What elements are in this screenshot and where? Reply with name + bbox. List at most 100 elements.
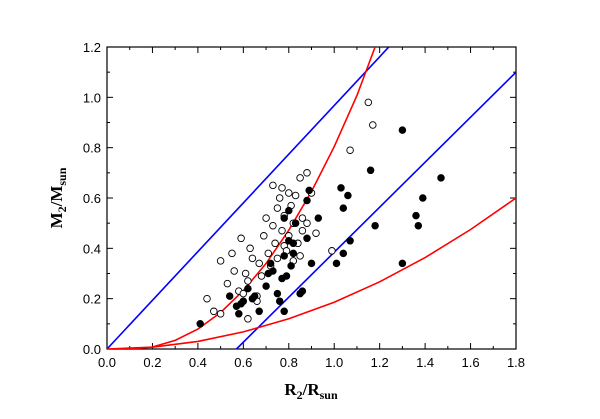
filled-data-point [398, 126, 407, 134]
x-tick-label: 1.0 [325, 355, 343, 370]
filled-data-point [419, 194, 427, 202]
filled-data-point [298, 287, 307, 295]
blue-line [235, 71, 516, 349]
filled-data-point [196, 320, 204, 328]
open-data-point [346, 146, 354, 154]
x-tick-label: 1.6 [462, 355, 480, 370]
open-data-point [248, 254, 257, 263]
x-tick-label: 1.8 [507, 355, 525, 370]
filled-data-point [291, 219, 300, 227]
open-data-point [239, 289, 248, 298]
open-data-point [228, 249, 236, 258]
filled-data-point [244, 284, 252, 293]
open-data-point [255, 259, 263, 268]
filled-data-point [266, 259, 275, 268]
data-points [196, 98, 445, 328]
open-data-point [210, 307, 218, 316]
open-data-point [291, 191, 300, 200]
open-data-point [262, 214, 270, 222]
open-data-point [203, 294, 211, 303]
open-data-point [257, 272, 266, 280]
open-data-point [296, 252, 304, 260]
filled-data-point [280, 214, 288, 222]
open-data-point [216, 257, 225, 265]
filled-data-point [239, 297, 248, 305]
open-data-point [298, 226, 307, 235]
y-tick-label: 1.2 [83, 40, 101, 55]
x-tick-label: 1.4 [416, 355, 434, 370]
open-data-point [312, 229, 320, 237]
filled-data-point [250, 292, 259, 300]
red-line [107, 197, 516, 349]
open-data-point [269, 181, 277, 190]
filled-data-point [273, 289, 282, 298]
x-tick-label: 0.6 [234, 355, 252, 370]
y-tick-label: 0.0 [83, 342, 101, 357]
open-data-point [273, 254, 282, 263]
filled-data-point [303, 234, 311, 243]
x-tick-label: 0.2 [143, 355, 161, 370]
blue-line [107, 47, 390, 349]
red-line [129, 47, 376, 349]
open-data-point [223, 279, 232, 288]
open-data-point [275, 194, 284, 202]
filled-data-point [287, 262, 295, 270]
open-data-point [244, 277, 252, 285]
open-data-point [296, 174, 304, 182]
open-data-point [269, 221, 277, 230]
axis-ticks [106, 46, 517, 350]
filled-data-point [307, 259, 316, 268]
open-data-point [303, 169, 311, 177]
x-tick-label: 0.4 [189, 355, 207, 370]
open-data-point [237, 234, 245, 243]
x-tick-label: 0.0 [98, 355, 116, 370]
y-tick-label: 0.6 [83, 191, 101, 206]
x-tick-label: 1.2 [371, 355, 389, 370]
open-data-point [278, 226, 286, 235]
open-data-point [273, 204, 282, 212]
filled-data-point [289, 249, 298, 258]
filled-data-point [344, 191, 352, 200]
filled-data-point [346, 237, 354, 245]
y-tick-label: 0.8 [83, 141, 101, 156]
filled-data-point [305, 186, 313, 195]
open-data-point [246, 244, 254, 253]
filled-data-point [269, 267, 277, 275]
filled-data-point [280, 307, 288, 316]
filled-data-point [303, 196, 311, 205]
filled-data-point [275, 297, 284, 305]
open-data-point [260, 232, 268, 240]
open-data-point [303, 219, 311, 227]
open-data-point [278, 184, 286, 192]
open-data-point [230, 267, 238, 275]
open-data-point [369, 121, 377, 129]
open-data-point [216, 310, 225, 318]
open-data-point [328, 247, 336, 255]
filled-data-point [339, 204, 348, 212]
filled-data-point [414, 221, 423, 230]
open-data-point [271, 239, 279, 248]
filled-data-point [285, 206, 293, 215]
filled-data-point [262, 282, 270, 290]
filled-data-point [314, 214, 323, 222]
y-axis-title: M2/Msun [47, 167, 69, 228]
filled-data-point [235, 310, 243, 318]
y-tick-label: 1.0 [83, 90, 101, 105]
axis-tick-labels: 0.0 0.2 0.4 0.6 0.8 1.0 1.2 1.4 1.6 1.8 0.0 0.2 0.4 0… [83, 40, 525, 370]
fit-lines [107, 47, 516, 349]
y-tick-label: 0.4 [83, 241, 101, 256]
open-data-point [244, 315, 252, 323]
filled-data-point [339, 249, 348, 258]
y-tick-label: 0.2 [83, 292, 101, 307]
filled-data-point [366, 166, 375, 175]
filled-data-point [332, 259, 341, 268]
x-tick-label: 0.8 [280, 355, 298, 370]
filled-data-point [255, 307, 263, 316]
plot-frame [106, 46, 517, 350]
open-data-point [298, 214, 307, 222]
filled-data-point [371, 221, 379, 230]
filled-data-point [280, 252, 288, 260]
x-axis-title: R2/Rsun [284, 380, 338, 402]
filled-data-point [398, 259, 407, 268]
